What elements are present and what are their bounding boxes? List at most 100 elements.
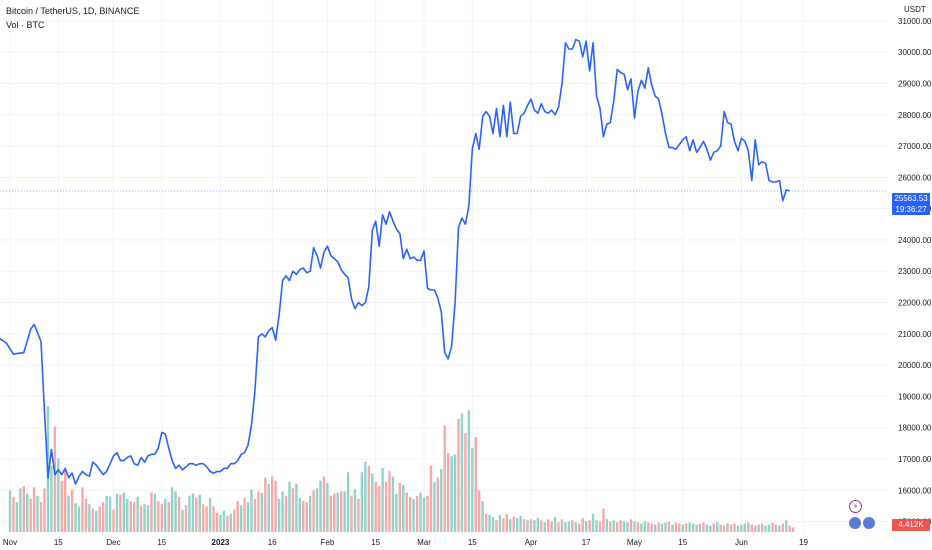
volume-bar: [122, 492, 126, 532]
volume-bar: [471, 447, 474, 532]
price-tick-label: 26000.00: [898, 173, 932, 182]
volume-bar: [467, 410, 471, 532]
volume-bar: [446, 453, 450, 532]
volume-bar: [357, 498, 360, 532]
volume-bar: [346, 472, 350, 532]
volume-bar: [208, 497, 212, 532]
volume-bar: [598, 521, 602, 532]
lightning-icon[interactable]: ⚡: [849, 500, 862, 513]
volume-indicator-label[interactable]: Vol · BTC: [6, 20, 45, 30]
volume-bar: [319, 480, 322, 532]
volume-bar: [716, 522, 719, 532]
volume-bar: [215, 512, 219, 532]
volume-bar: [664, 522, 667, 532]
us-flag-icon[interactable]: [848, 516, 862, 530]
volume-bar: [743, 523, 747, 532]
price-tick-label: 18000.00: [898, 424, 932, 433]
volume-bar: [239, 505, 243, 532]
volume-bar: [233, 509, 236, 532]
volume-bar: [229, 513, 232, 532]
volume-bar: [633, 521, 636, 532]
price-axis[interactable]: 15000.0016000.0017000.0018000.0019000.00…: [898, 17, 932, 527]
volume-bar: [729, 524, 733, 532]
last-price-value: 25563.53: [894, 194, 928, 203]
volume-bar: [536, 518, 540, 532]
volume-bar: [350, 495, 353, 532]
volume-bar: [712, 523, 715, 532]
volume-bar: [788, 525, 791, 532]
volume-bar: [160, 504, 163, 532]
time-axis[interactable]: Nov 15 Dec 15 2023 16 Feb 15 Mar 15 Apr 17 May 15 Jun 1…: [3, 538, 809, 547]
volume-bar: [60, 480, 63, 532]
time-tick-label: Dec: [106, 538, 120, 547]
volume-bar: [685, 523, 688, 532]
volume-bar: [681, 524, 684, 532]
time-tick-label: May: [627, 538, 642, 547]
volume-bar: [778, 525, 781, 532]
volume-bar: [53, 426, 57, 532]
volume-bar: [333, 493, 336, 532]
volume-bar: [308, 495, 312, 532]
volume-bar: [426, 495, 429, 532]
volume-bar: [491, 517, 495, 532]
volume-bar: [495, 520, 498, 532]
volume-bar: [381, 468, 384, 532]
volume-bar: [29, 498, 32, 532]
volume-bar: [170, 487, 174, 532]
price-tick-label: 27000.00: [898, 142, 932, 151]
volume-bar: [629, 519, 633, 532]
volume-bar: [119, 494, 122, 532]
volume-bar: [650, 523, 653, 532]
time-tick-label: 15: [678, 538, 687, 547]
volume-bar: [112, 509, 115, 532]
volume-bar: [429, 465, 433, 532]
volume-bar: [785, 520, 788, 532]
volume-bar: [360, 472, 364, 532]
volume-bar: [440, 469, 443, 532]
time-tick-label: Nov: [3, 538, 17, 547]
volume-bar: [74, 503, 77, 532]
volume-bar: [157, 501, 160, 532]
volume-bar: [391, 476, 395, 532]
volume-bar: [547, 519, 550, 532]
volume-bar: [198, 494, 201, 532]
time-tick-label: Apr: [525, 538, 538, 547]
volume-bar: [543, 522, 546, 532]
volume-bar: [64, 469, 67, 532]
volume-bar: [764, 525, 767, 532]
symbol-title[interactable]: Bitcoin / TetherUS, 1D, BINANCE: [6, 6, 140, 16]
price-tick-label: 28000.00: [898, 111, 932, 120]
volume-bar: [647, 522, 650, 532]
volume-bar: [747, 522, 750, 532]
volume-bar: [564, 522, 567, 532]
volume-bar: [136, 496, 139, 532]
volume-bar: [705, 524, 709, 532]
volume-bar: [678, 523, 681, 532]
volume-bar: [588, 520, 591, 532]
volume-bar: [143, 504, 146, 532]
volume-bar: [415, 495, 419, 532]
volume-bar: [557, 522, 560, 532]
volume-bar: [315, 488, 319, 532]
volume-bar: [105, 495, 108, 532]
volume-bar: [188, 495, 191, 532]
volume-bar: [291, 488, 295, 532]
volume-bar: [671, 524, 674, 532]
price-tick-label: 16000.00: [898, 486, 932, 495]
volume-bar: [402, 485, 405, 532]
time-tick-label: Mar: [417, 538, 431, 547]
volume-bar: [781, 523, 784, 532]
volume-bar: [409, 496, 412, 532]
volume-bar: [791, 527, 795, 532]
volume-bar: [295, 484, 298, 532]
volume-bar: [702, 522, 705, 532]
volume-bar: [460, 413, 464, 532]
us-flag-icon[interactable]: [862, 516, 876, 530]
volume-bar: [302, 501, 305, 532]
volume-bar: [353, 489, 357, 532]
volume-bar: [450, 456, 453, 532]
volume-bar: [419, 492, 422, 532]
volume-bar: [640, 523, 643, 532]
volume-bar: [101, 502, 105, 532]
